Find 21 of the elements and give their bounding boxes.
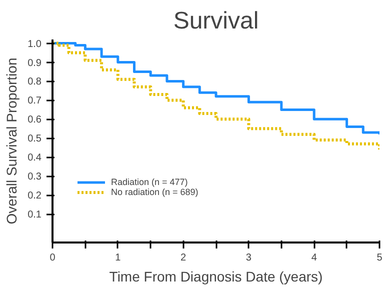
- y-tick-label: 0.2: [28, 190, 42, 202]
- x-tick-label: 4: [311, 252, 318, 264]
- chart-title: Survival: [173, 8, 259, 34]
- legend-label: No radiation (n = 689): [111, 187, 198, 197]
- y-tick-label: 0.6: [28, 114, 42, 126]
- y-tick-label: 0.3: [28, 172, 42, 183]
- x-axis-title: Time From Diagnosis Date (years): [109, 268, 323, 284]
- y-tick-label: 0.4: [28, 152, 42, 164]
- y-axis-title: Overall Survival Proportion: [4, 58, 20, 224]
- x-tick-label: 5: [376, 252, 383, 264]
- y-tick-label: 0.7: [28, 96, 42, 107]
- legend-label: Radiation (n = 477): [111, 177, 188, 187]
- y-tick-label: 0.9: [28, 58, 42, 69]
- y-tick-label: 0.5: [28, 134, 42, 145]
- y-tick-label: 1.0: [28, 38, 42, 50]
- x-tick-label: 3: [246, 252, 252, 264]
- x-tick-label: 1: [115, 252, 122, 264]
- x-tick-label: 0: [50, 252, 56, 264]
- y-tick-label: 0.1: [28, 210, 42, 221]
- y-tick-label: 0.8: [28, 76, 42, 88]
- x-tick-label: 2: [180, 252, 187, 264]
